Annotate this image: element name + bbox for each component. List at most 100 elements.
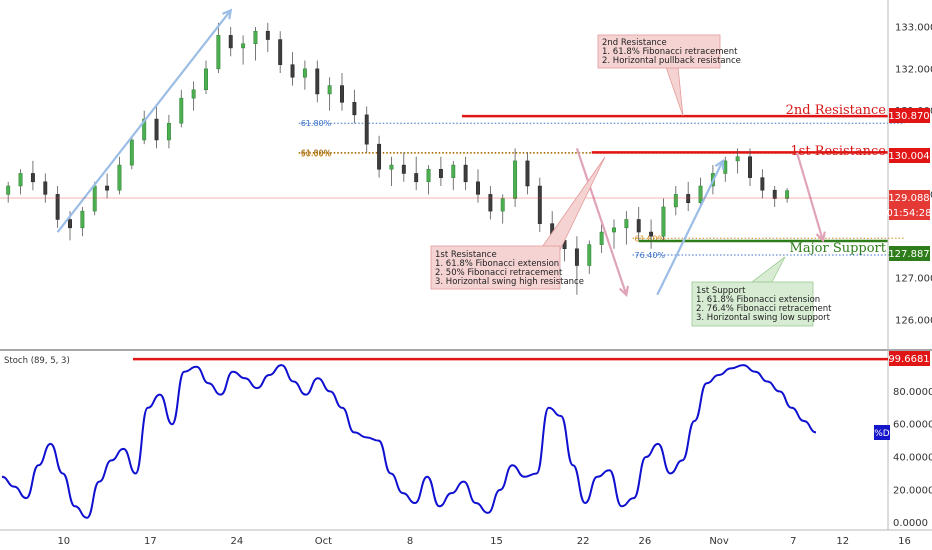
candle-body — [476, 181, 480, 195]
candle — [43, 173, 48, 203]
time-tick-label: 15 — [490, 536, 503, 547]
candle-body — [253, 30, 258, 44]
time-tick-label: Nov — [709, 536, 729, 547]
candle-body — [55, 194, 60, 220]
candle-body — [525, 160, 530, 187]
price-axis[interactable]: 133.000132.000131.000129.000127.000126.0… — [895, 23, 932, 327]
candle — [18, 169, 23, 195]
candle — [327, 77, 332, 111]
candle — [340, 73, 344, 111]
swing-arrow — [795, 152, 826, 243]
fibonacci-label: 61.80% — [635, 234, 666, 243]
candle-body — [698, 185, 703, 203]
candle — [673, 186, 678, 216]
stochastic-series-label: %D — [874, 429, 890, 439]
candle-body — [80, 210, 85, 229]
swing-arrow-line — [795, 152, 825, 241]
second-resistance-note-line-1: 1. 61.8% Fibonacci retracement — [602, 47, 738, 57]
second-resistance-label: 2nd Resistance — [786, 103, 887, 118]
current-price: 129.088 — [888, 193, 929, 204]
candle — [241, 35, 246, 65]
price-tick-label: 132.000 — [895, 64, 932, 75]
second-resistance-note-line-2: 2. Horizontal pullback resistance — [602, 56, 741, 66]
candle — [574, 236, 579, 295]
candle-body — [18, 173, 23, 187]
candle — [537, 177, 542, 233]
stochastic-tick-label: 0.0000 — [893, 518, 928, 529]
candle — [117, 156, 122, 195]
candle-body — [191, 89, 196, 99]
first-resistance-note: 1st Resistance 1. 61.8% Fibonacci extens… — [430, 156, 606, 290]
stochastic-tick-label: 40.0000 — [893, 453, 932, 464]
candle — [105, 173, 110, 199]
candle — [698, 177, 703, 207]
candle — [166, 114, 171, 149]
second-resistance-price: 130.870 — [888, 111, 929, 122]
candle — [426, 165, 431, 195]
swing-arrows — [56, 8, 826, 297]
fibonacci-label: 61.80% — [301, 119, 332, 128]
swing-arrow — [56, 8, 233, 233]
candle — [500, 194, 505, 224]
candle-body — [68, 219, 72, 229]
candle-body — [265, 30, 270, 40]
candle-body — [389, 164, 394, 170]
candle — [204, 60, 208, 94]
candle-body — [105, 185, 110, 191]
second-resistance-note: 2nd Resistance 1. 61.8% Fibonacci retrac… — [597, 34, 741, 117]
candle — [191, 81, 196, 111]
candle — [599, 223, 604, 253]
time-tick-label: 26 — [639, 536, 652, 547]
candle-body — [142, 118, 147, 141]
candle-body — [772, 189, 777, 199]
candle — [377, 135, 382, 178]
time-tick-label: 22 — [577, 536, 590, 547]
candle-body — [154, 118, 159, 141]
candle — [488, 186, 493, 220]
candle-body — [785, 190, 790, 199]
candle-body — [488, 194, 493, 212]
candle — [760, 169, 765, 199]
candle-body — [673, 194, 678, 208]
candle-body — [599, 231, 604, 245]
candle — [649, 219, 654, 249]
candle — [216, 22, 221, 74]
time-tick-label: 10 — [57, 536, 70, 547]
candle — [785, 188, 790, 203]
stochastic-level-badge — [889, 351, 930, 366]
first-resistance-price-badge — [889, 148, 930, 163]
candle-body — [228, 35, 233, 49]
first-support-note-title: 1st Support — [696, 286, 746, 296]
candle — [686, 181, 691, 212]
candle — [463, 156, 468, 191]
candle — [612, 219, 616, 249]
candle-body — [513, 160, 518, 199]
fibonacci-label: 61.80% — [301, 149, 332, 158]
time-tick-label: 8 — [407, 536, 413, 547]
candle — [414, 156, 419, 191]
swing-arrow-line — [575, 147, 628, 296]
candle-body — [179, 97, 184, 124]
first-resistance-note-line-1: 1. 61.8% Fibonacci extension — [435, 259, 559, 269]
first-resistance-price: 130.004 — [888, 151, 929, 162]
candle-body — [6, 185, 11, 195]
candle — [179, 89, 184, 128]
candle-body — [735, 156, 740, 162]
candle-body — [760, 177, 765, 191]
candle-body — [290, 64, 295, 78]
major-support-label: Major Support — [790, 241, 887, 256]
first-support-note-line-3: 3. Horizontal swing low support — [696, 313, 831, 323]
time-tick-label: 24 — [231, 536, 244, 547]
swing-arrow-head — [222, 8, 233, 20]
first-resistance-note-line-2: 2. 50% Fibonacci retracement — [435, 268, 563, 278]
time-tick-label: 16 — [898, 536, 911, 547]
swing-arrow-line — [656, 160, 724, 296]
time-axis[interactable]: 10 17 24 Oct 8 15 22 26 Nov 7 12 16 — [57, 536, 910, 547]
stochastic-series-badge — [874, 425, 890, 440]
time-tick-label: 7 — [790, 536, 796, 547]
major-support-price: 127.887 — [888, 249, 929, 260]
candle-body — [166, 122, 171, 141]
countdown-badge — [889, 205, 930, 220]
candle — [278, 31, 283, 74]
